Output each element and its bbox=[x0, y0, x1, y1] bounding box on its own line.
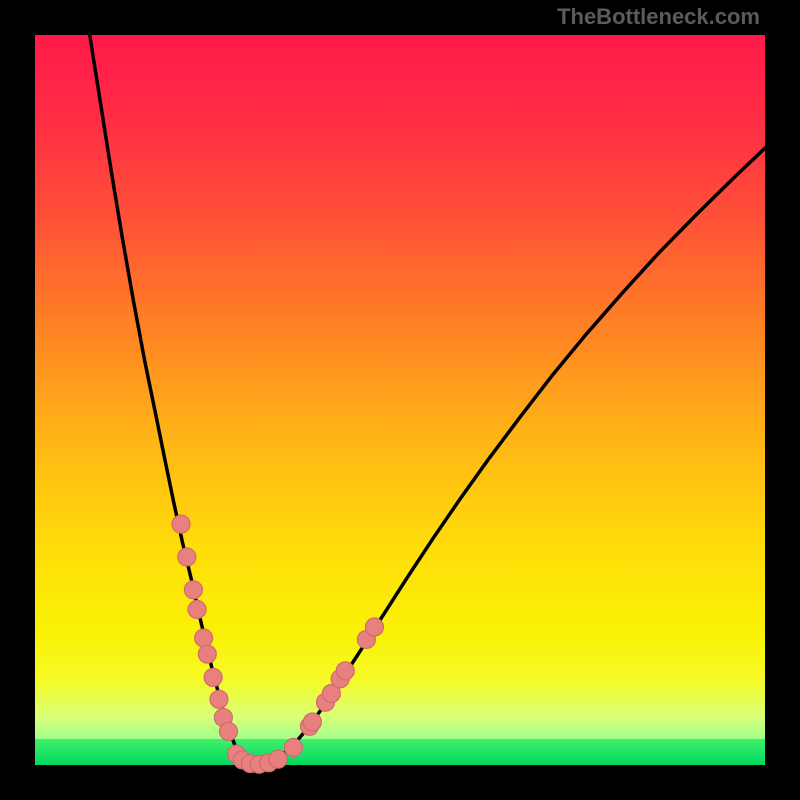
data-marker bbox=[303, 713, 321, 731]
data-marker bbox=[284, 738, 302, 756]
left-curve bbox=[90, 35, 256, 765]
right-curve bbox=[256, 148, 765, 765]
data-marker bbox=[184, 581, 202, 599]
data-marker bbox=[336, 662, 354, 680]
data-marker bbox=[269, 750, 287, 768]
data-marker bbox=[195, 629, 213, 647]
data-marker bbox=[178, 548, 196, 566]
data-marker bbox=[210, 690, 228, 708]
chart-container: TheBottleneck.com bbox=[0, 0, 800, 800]
data-marker bbox=[365, 618, 383, 636]
data-marker bbox=[219, 722, 237, 740]
data-marker bbox=[204, 668, 222, 686]
plot-svg bbox=[0, 0, 800, 800]
data-marker bbox=[198, 645, 216, 663]
data-markers bbox=[172, 515, 383, 773]
watermark-text: TheBottleneck.com bbox=[557, 4, 760, 30]
data-marker bbox=[172, 515, 190, 533]
data-marker bbox=[188, 601, 206, 619]
